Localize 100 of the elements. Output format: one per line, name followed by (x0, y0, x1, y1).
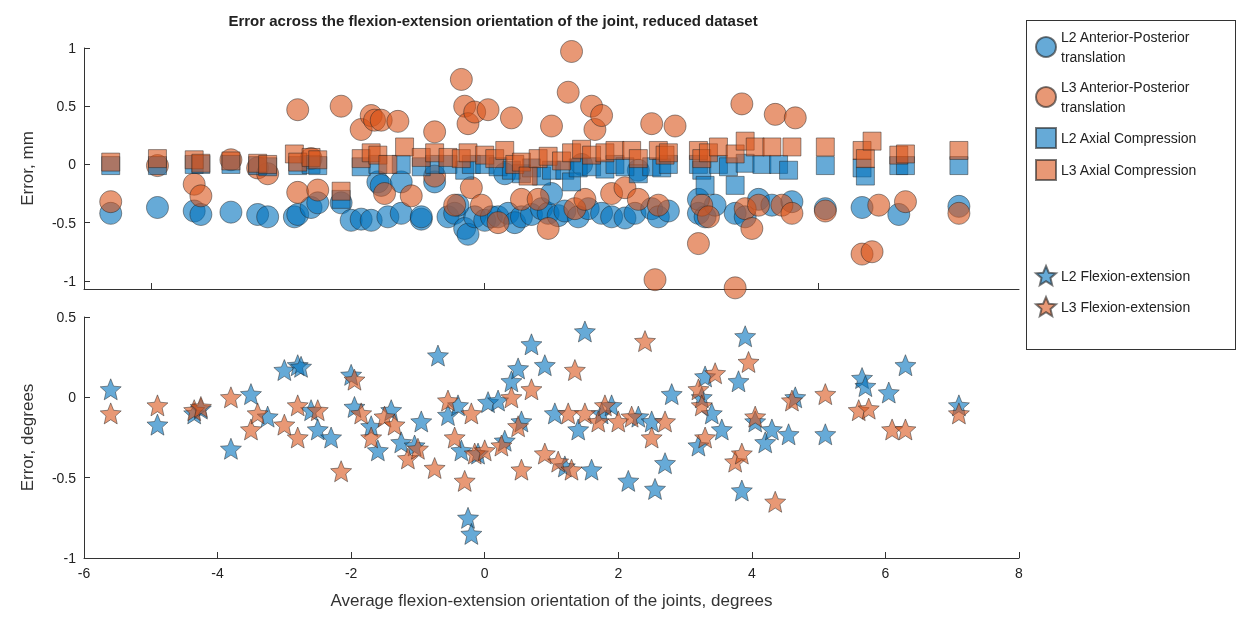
legend-label: L3 Flexion-extension (1061, 298, 1191, 315)
legend-label: L2 Flexion-extension (1061, 267, 1191, 284)
x-axis-title: Average flexion-extension orientation of the joints, degrees (330, 591, 773, 610)
point (814, 383, 837, 406)
point (744, 405, 767, 428)
point (331, 181, 351, 201)
point (725, 144, 745, 164)
point (507, 415, 530, 438)
point (862, 131, 882, 151)
point (240, 418, 262, 441)
point (378, 155, 398, 174)
point (443, 426, 466, 449)
legend-label: L2 Axial Compression (1061, 130, 1197, 146)
x-tick-label: -6 (77, 565, 91, 581)
point (560, 458, 583, 481)
legend-label: L3 Anterior-Posterior translation (1061, 79, 1194, 115)
x-tick-label: 2 (614, 565, 623, 581)
point (855, 166, 875, 186)
point (730, 442, 753, 465)
point (634, 330, 656, 352)
x-tick-label: 8 (1015, 565, 1024, 581)
point (490, 434, 513, 457)
point (437, 389, 459, 412)
point (737, 351, 760, 373)
point (360, 426, 383, 449)
x-tick-label: -4 (211, 565, 225, 581)
point (397, 447, 419, 470)
x-tick-label: 0 (480, 565, 489, 581)
point (857, 397, 880, 420)
y-tick-label: -0.5 (51, 469, 77, 486)
point (510, 458, 533, 481)
point (350, 402, 373, 425)
point (762, 137, 782, 157)
point (709, 137, 728, 157)
point (453, 469, 476, 492)
y-tick-label: -1 (63, 272, 77, 289)
y-tick-label: 0 (68, 156, 77, 173)
point (473, 439, 496, 462)
legend-label: L3 Axial Compression (1061, 162, 1197, 178)
point (407, 437, 429, 460)
y-tick-label: 1 (68, 40, 77, 56)
legend-label: L2 Anterior-Posterior translation (1061, 29, 1194, 65)
point (383, 413, 406, 436)
y-tick-label: -0.5 (51, 214, 77, 231)
y-axis-title: Error, mm (18, 131, 37, 206)
point (894, 418, 917, 441)
point (855, 149, 875, 168)
point (308, 150, 328, 170)
point (533, 442, 556, 465)
point (460, 402, 483, 425)
point (640, 426, 663, 449)
point (815, 156, 835, 175)
point (815, 137, 835, 157)
point (458, 143, 478, 163)
y-tick-label: 0 (68, 389, 77, 406)
point (704, 362, 727, 385)
point (896, 144, 915, 164)
point (547, 450, 570, 473)
point (687, 378, 710, 401)
point (563, 359, 586, 381)
point (573, 402, 596, 425)
point (725, 175, 745, 195)
point (781, 389, 803, 412)
y-axis-title: Error, degrees (18, 383, 37, 492)
point (654, 410, 676, 433)
x-tick-label: 6 (881, 565, 890, 581)
point (220, 386, 242, 409)
point (779, 160, 798, 180)
point (947, 402, 970, 425)
x-tick-label: 4 (747, 565, 756, 581)
point (949, 141, 969, 160)
point (343, 368, 366, 391)
point (99, 402, 122, 425)
point (286, 394, 309, 417)
chart-title: Error across the flexion-extension orientation of the joint, reduced dataset (228, 12, 758, 29)
point (520, 378, 543, 401)
point (782, 137, 802, 157)
point (146, 394, 169, 417)
y-tick-label: -1 (63, 550, 77, 566)
point (695, 175, 715, 195)
point (306, 399, 329, 422)
point (273, 413, 296, 436)
point (587, 410, 610, 433)
point (620, 405, 643, 428)
point (694, 426, 717, 449)
point (745, 137, 765, 157)
point (764, 490, 787, 513)
point (246, 402, 269, 425)
point (395, 137, 414, 157)
point (518, 166, 538, 186)
point (605, 141, 625, 160)
point (690, 394, 713, 417)
point (373, 405, 396, 428)
point (594, 394, 616, 417)
point (500, 386, 523, 409)
y-tick-label: 0.5 (56, 98, 77, 115)
point (423, 457, 446, 479)
point (286, 426, 309, 449)
point (628, 149, 648, 168)
y-tick-label: 0.5 (56, 309, 77, 325)
